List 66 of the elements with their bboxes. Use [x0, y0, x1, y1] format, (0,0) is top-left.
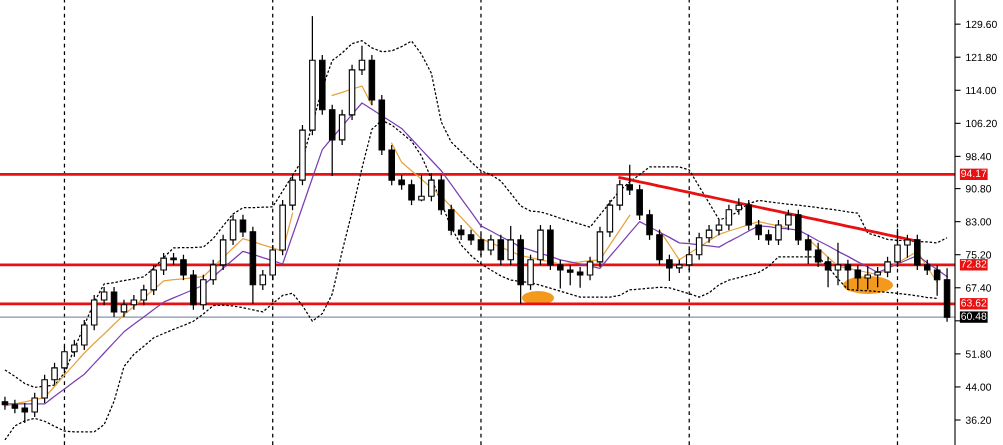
- candlestick: [626, 164, 634, 196]
- y-tick-label: 129.60: [966, 20, 997, 29]
- candlestick: [130, 294, 138, 311]
- candlestick: [497, 234, 505, 266]
- y-tick-label: 90.80: [965, 185, 992, 193]
- candlestick: [1, 396, 9, 411]
- y-tick-label: 106.20: [966, 119, 997, 128]
- candlestick: [814, 242, 822, 268]
- candlestick: [884, 256, 891, 278]
- candlestick: [695, 232, 703, 261]
- candlestick: [933, 264, 941, 297]
- y-tick-label: 51.80: [965, 350, 992, 358]
- candlestick: [11, 399, 19, 414]
- candlestick: [418, 174, 425, 202]
- candlestick: [844, 259, 852, 291]
- candlestick: [457, 224, 465, 241]
- candlestick: [874, 266, 881, 288]
- candlestick: [576, 266, 584, 289]
- y-tick-label: 67.40: [965, 284, 992, 292]
- candlestick: [150, 264, 157, 296]
- candlestick: [666, 254, 673, 282]
- candlestick: [507, 225, 515, 266]
- candlestick: [31, 392, 38, 418]
- candlestick: [785, 209, 792, 231]
- candlestick: [487, 234, 495, 256]
- ref-line-label: 63.62: [961, 299, 987, 307]
- y-tick-label: 83.00: [965, 218, 992, 226]
- candlestick: [804, 234, 812, 265]
- candlestick: [110, 286, 118, 318]
- candlestick: [904, 234, 911, 259]
- candlestick: [725, 204, 733, 231]
- candlestick: [428, 172, 435, 202]
- y-tick-label: 98.40: [965, 152, 992, 161]
- y-tick-label: 114.00: [966, 86, 997, 95]
- candlestick: [180, 254, 187, 281]
- candlestick: [854, 264, 862, 291]
- candlestick: [81, 319, 88, 351]
- candlestick: [745, 199, 753, 231]
- candlestick: [21, 402, 29, 424]
- candlestick: [557, 259, 564, 290]
- candlestick: [864, 265, 872, 291]
- candlestick: [755, 219, 762, 241]
- candlestick: [358, 45, 366, 76]
- candlestick: [229, 214, 237, 246]
- candlestick: [259, 269, 267, 291]
- candlestick: [616, 179, 624, 211]
- candlestick: [239, 214, 247, 238]
- candlestick: [775, 219, 782, 246]
- candlestick: [160, 252, 167, 276]
- candlestick: [447, 204, 455, 236]
- candlestick: [834, 242, 842, 286]
- y-tick-label: 75.20: [965, 251, 992, 259]
- ref-line-label: 94.17: [961, 169, 987, 178]
- candlestick: [140, 284, 148, 306]
- candlestick: [408, 179, 415, 206]
- candlestick: [100, 286, 108, 306]
- candlestick: [824, 256, 832, 288]
- ref-line-label: 60.48: [961, 312, 987, 320]
- candlestick: [209, 259, 217, 286]
- candlestick: [646, 209, 653, 241]
- y-tick-label: 36.20: [965, 416, 992, 424]
- ref-line-label: 72.82: [961, 260, 987, 268]
- candlestick: [566, 264, 574, 286]
- candlestick: [586, 256, 594, 281]
- y-tick-label: 121.80: [966, 53, 997, 62]
- y-tick-label: 44.00: [965, 383, 992, 391]
